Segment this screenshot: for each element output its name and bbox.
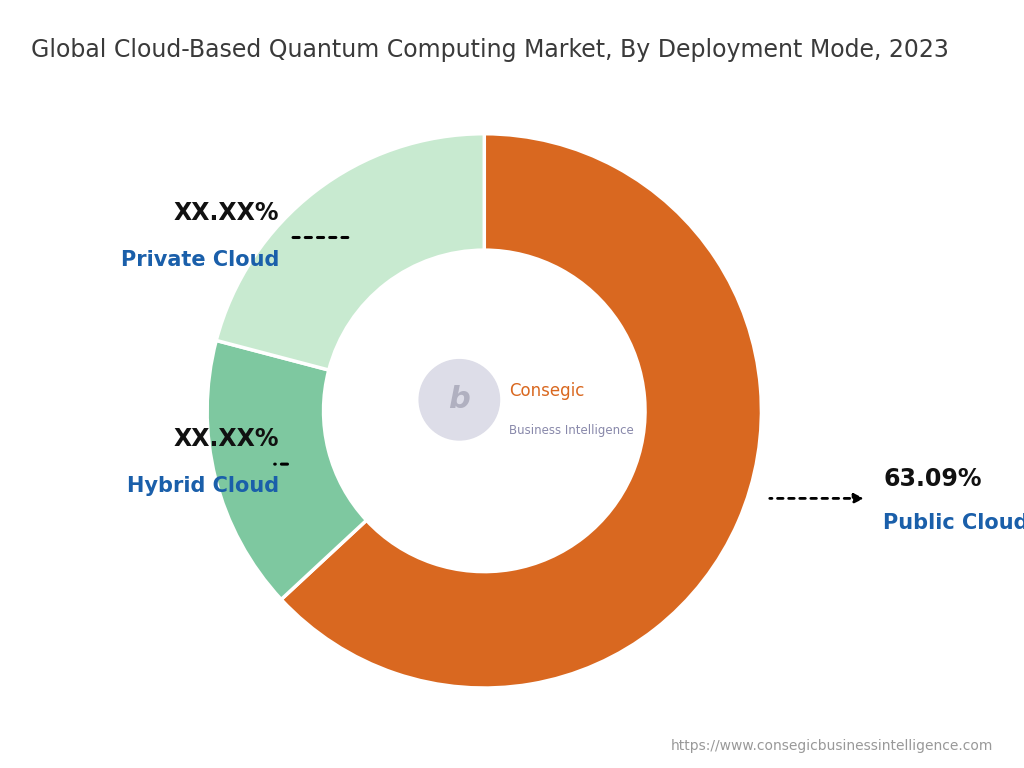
- Text: Consegic: Consegic: [509, 382, 585, 400]
- Text: XX.XX%: XX.XX%: [174, 427, 280, 451]
- Wedge shape: [216, 134, 484, 370]
- Text: Public Cloud: Public Cloud: [884, 513, 1024, 533]
- Text: b: b: [449, 386, 470, 414]
- Text: Business Intelligence: Business Intelligence: [509, 424, 634, 437]
- Text: Hybrid Cloud: Hybrid Cloud: [127, 476, 280, 496]
- Wedge shape: [207, 340, 367, 600]
- Text: Global Cloud-Based Quantum Computing Market, By Deployment Mode, 2023: Global Cloud-Based Quantum Computing Mar…: [31, 38, 948, 62]
- Wedge shape: [282, 134, 762, 688]
- Text: Private Cloud: Private Cloud: [121, 250, 280, 270]
- Circle shape: [419, 359, 500, 440]
- Text: 63.09%: 63.09%: [884, 467, 982, 491]
- Text: https://www.consegicbusinessintelligence.com: https://www.consegicbusinessintelligence…: [671, 739, 993, 753]
- Text: XX.XX%: XX.XX%: [174, 200, 280, 224]
